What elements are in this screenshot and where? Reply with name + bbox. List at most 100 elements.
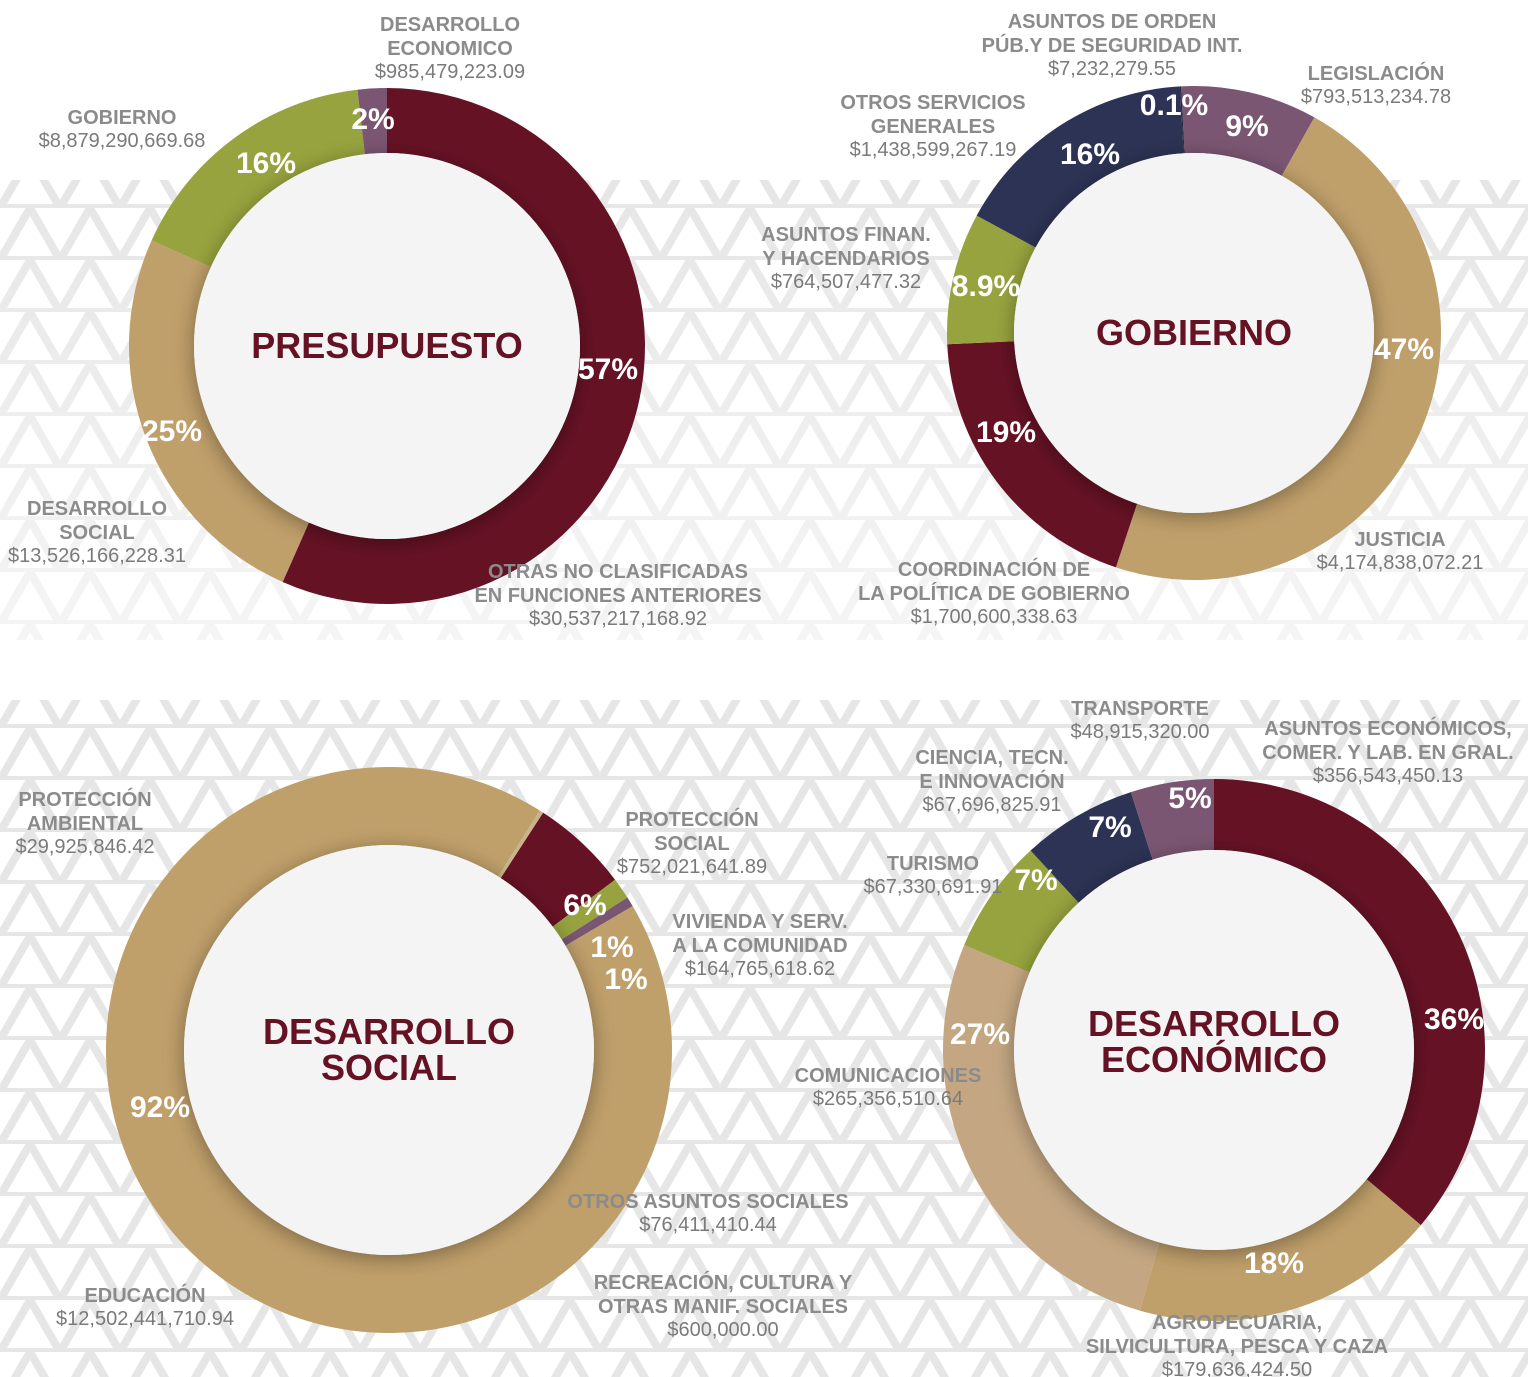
category-label: ASUNTOS ECONÓMICOS,: [1264, 716, 1511, 740]
slice: [565, 906, 633, 946]
center-title: DESARROLLO: [1088, 1003, 1340, 1044]
center-title: ECONÓMICO: [1101, 1038, 1327, 1080]
category-label: OTROS SERVICIOS: [840, 92, 1025, 114]
percent-label: 47%: [1374, 333, 1434, 366]
percent-label: 18%: [1244, 1247, 1304, 1280]
percent-label: 5%: [1168, 782, 1211, 815]
category-label: LEGISLACIÓN: [1308, 61, 1445, 85]
amount-label: $76,411,410.44: [639, 1214, 777, 1236]
category-label: DESARROLLO: [380, 14, 520, 36]
category-label: LA POLÍTICA DE GOBIERNO: [858, 582, 1130, 605]
amount-label: $67,696,825.91: [922, 794, 1061, 816]
category-label: AGROPECUARIA,: [1152, 1312, 1322, 1334]
slice: [357, 88, 387, 155]
category-label: DESARROLLO: [27, 498, 167, 520]
category-label: COMER. Y LAB. EN GRAL.: [1262, 742, 1514, 764]
slice: [947, 215, 1036, 345]
amount-label: $8,879,290,669.68: [39, 130, 206, 152]
percent-label: 19%: [976, 416, 1036, 449]
percent-label: 7%: [1014, 864, 1057, 897]
category-label: GOBIERNO: [68, 107, 177, 129]
slice: [1130, 779, 1214, 860]
category-label: SOCIAL: [654, 833, 730, 855]
category-label: A LA COMUNIDAD: [672, 935, 847, 957]
slice: [1179, 86, 1185, 154]
slice: [1214, 779, 1485, 1226]
donut-chart: DESARROLLOSOCIALPROTECCIÓNSOCIAL$752,021…: [15, 767, 853, 1341]
slice: [1030, 792, 1153, 903]
amount-label: $12,502,441,710.94: [56, 1308, 234, 1330]
amount-label: $29,925,846.42: [15, 836, 154, 858]
amount-label: $985,479,223.09: [375, 61, 525, 83]
category-label: AMBIENTAL: [27, 813, 143, 835]
donut-chart: GOBIERNO LEGISLACIÓN$793,513,234.78 9% JUST…: [761, 11, 1483, 628]
center-disc: [1014, 850, 1414, 1250]
category-label: COMUNICACIONES: [795, 1065, 982, 1087]
amount-label: $1,700,600,338.63: [911, 606, 1078, 628]
slice: [552, 879, 628, 940]
slice: [1139, 1179, 1421, 1321]
amount-label: $356,543,450.13: [1313, 765, 1463, 787]
percent-label: 25%: [142, 415, 202, 448]
category-label: COORDINACIÓN DE: [898, 557, 1090, 581]
percent-label: 6%: [563, 889, 606, 922]
category-label: EDUCACIÓN: [84, 1283, 205, 1307]
category-label: TRANSPORTE: [1071, 698, 1209, 720]
center-title: DESARROLLO: [263, 1011, 515, 1052]
category-label: OTRAS NO CLASIFICADAS: [488, 561, 748, 583]
category-label: CIENCIA, TECN.: [915, 747, 1068, 769]
category-label: OTROS ASUNTOS SOCIALES: [567, 1191, 848, 1213]
center-title: GOBIERNO: [1096, 312, 1292, 353]
percent-label: 7%: [1088, 811, 1131, 844]
slice: [561, 897, 633, 946]
category-label: PROTECCIÓN: [625, 807, 758, 831]
center-disc: [184, 845, 594, 1255]
center-title: SOCIAL: [321, 1047, 457, 1088]
slice: [947, 341, 1138, 568]
percent-label: 27%: [950, 1018, 1010, 1051]
category-label: SOCIAL: [59, 522, 135, 544]
category-label: ECONOMICO: [387, 38, 513, 60]
category-label: E INNOVACIÓN: [919, 769, 1064, 793]
amount-label: $67,330,691.91: [863, 876, 1002, 898]
percent-label: 16%: [1060, 138, 1120, 171]
amount-label: $13,526,166,228.31: [8, 545, 186, 567]
percent-label: 36%: [1424, 1003, 1484, 1036]
category-label: GENERALES: [871, 116, 995, 138]
percent-label: 16%: [236, 147, 296, 180]
category-label: Y HACENDARIOS: [762, 248, 929, 270]
category-label: VIVIENDA Y SERV.: [672, 911, 847, 933]
amount-label: $752,021,641.89: [617, 856, 767, 878]
amount-label: $1,438,599,267.19: [850, 139, 1017, 161]
percent-label: 0.1%: [1140, 89, 1208, 122]
center-title: PRESUPUESTO: [251, 325, 522, 366]
amount-label: $48,915,320.00: [1070, 721, 1209, 743]
amount-label: $600,000.00: [667, 1319, 778, 1341]
amount-label: $265,356,510.64: [813, 1088, 963, 1110]
slice: [500, 812, 616, 927]
category-label: PÚB.Y DE SEGURIDAD INT.: [982, 33, 1243, 57]
category-label: JUSTICIA: [1354, 529, 1445, 551]
category-label: ASUNTOS DE ORDEN: [1008, 11, 1217, 33]
slice: [128, 240, 309, 582]
category-label: RECREACIÓN, CULTURA Y: [594, 1270, 853, 1294]
slice: [1181, 86, 1315, 176]
percent-label: 92%: [130, 1091, 190, 1124]
percent-label: 1%: [590, 931, 633, 964]
slice: [1115, 117, 1441, 580]
category-label: TURISMO: [887, 853, 979, 875]
amount-label: $164,765,618.62: [685, 958, 835, 980]
amount-label: $7,232,279.55: [1048, 58, 1176, 80]
category-label: EN FUNCIONES ANTERIORES: [474, 585, 761, 607]
percent-label: 9%: [1225, 110, 1268, 143]
percent-label: 1%: [604, 963, 647, 996]
amount-label: $30,537,217,168.92: [529, 608, 707, 630]
percent-label: 8.9%: [952, 270, 1020, 303]
amount-label: $793,513,234.78: [1301, 86, 1451, 108]
amount-label: $4,174,838,072.21: [1317, 552, 1484, 574]
category-label: ASUNTOS FINAN.: [761, 224, 931, 246]
category-label: SILVICULTURA, PESCA Y CAZA: [1086, 1336, 1388, 1358]
category-label: OTRAS MANIF. SOCIALES: [598, 1296, 848, 1318]
